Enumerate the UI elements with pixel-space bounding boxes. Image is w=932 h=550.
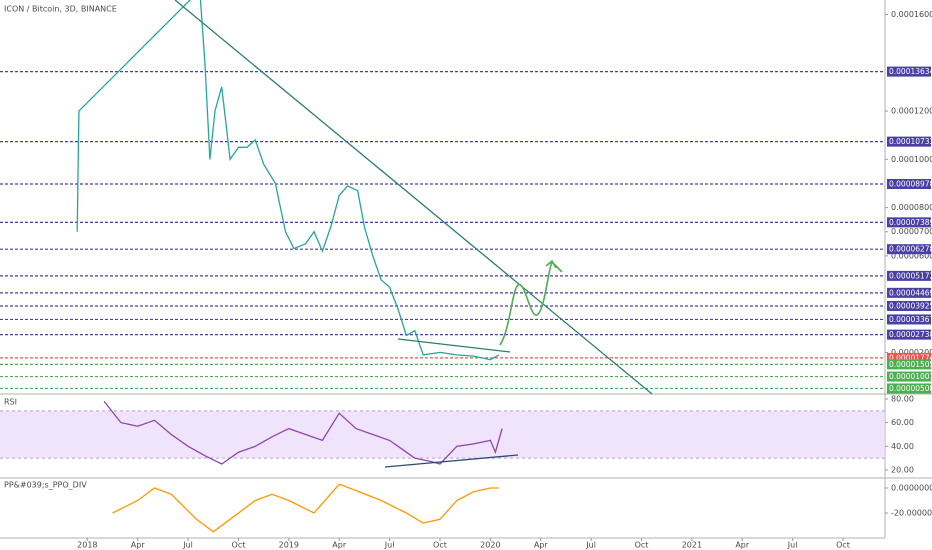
level-tag [887, 136, 931, 147]
level-label: 0.00013634 [889, 67, 932, 76]
x-tick-label: 2018 [77, 541, 97, 550]
y-tick-label: 0.00000000 [891, 484, 932, 493]
trend-line [174, 0, 653, 395]
level-label: 0.00006278 [889, 245, 932, 254]
x-tick-label: Oct [232, 541, 246, 550]
level-tag [887, 352, 931, 363]
level-label: 0.00007389 [889, 218, 932, 227]
x-tick-label: 2020 [480, 541, 500, 550]
level-label: 0.00002738 [889, 330, 932, 339]
x-tick-label: Oct [635, 541, 649, 550]
x-tick-label: 2019 [279, 541, 299, 550]
level-tag [887, 270, 931, 281]
level-tag [887, 66, 931, 77]
chart-title: ICON / Bitcoin, 3D, BINANCE [4, 5, 117, 14]
rsi-band [0, 410, 885, 459]
level-tag [887, 217, 931, 228]
y-tick-label: 20.00 [891, 465, 914, 474]
level-label: 0.00005172 [889, 271, 932, 280]
projection-arrow [499, 259, 563, 346]
level-tag [887, 178, 931, 189]
level-tag [887, 244, 931, 255]
level-label: 0.00001774 [889, 353, 932, 362]
x-tick-label: Jul [787, 541, 798, 550]
y-tick-label: 80.00 [891, 395, 914, 404]
level-label: 0.00001001 [889, 372, 932, 381]
y-tick-label: 60.00 [891, 418, 914, 427]
level-tag [887, 371, 931, 382]
x-tick-label: Oct [836, 541, 850, 550]
x-tick-label: Apr [131, 541, 146, 550]
rsi-divergence-line [384, 454, 519, 468]
x-tick-label: Apr [332, 541, 347, 550]
level-tag [887, 287, 931, 298]
x-tick-label: Jul [182, 541, 193, 550]
y-tick-label: 40.00 [891, 442, 914, 451]
x-tick-label: Apr [534, 541, 549, 550]
level-tag [887, 329, 931, 340]
level-tag [887, 383, 931, 394]
level-label: 0.00008978 [889, 179, 932, 188]
y-tick-label: -20.00000000 [891, 509, 932, 518]
series-line [112, 483, 499, 533]
level-tag [887, 300, 931, 311]
x-tick-label: Jul [585, 541, 596, 550]
x-tick-label: Jul [384, 541, 395, 550]
support-line [397, 338, 511, 353]
level-tag [887, 359, 931, 370]
level-label: 0.00003367 [889, 315, 932, 324]
x-tick-label: Oct [433, 541, 447, 550]
x-tick-label: 2021 [682, 541, 702, 550]
level-label: 0.00000508 [889, 384, 932, 393]
x-tick-label: Apr [735, 541, 750, 550]
series-line [76, 0, 500, 361]
series-line [103, 400, 503, 465]
level-label: 0.00004469 [889, 288, 932, 297]
level-tag [887, 314, 931, 325]
pane-title: RSI [4, 398, 17, 407]
pane-title: PP&#039;s_PPO_DIV [4, 481, 87, 490]
level-label: 0.00001505 [889, 360, 932, 369]
level-label: 0.00003925 [889, 301, 932, 310]
level-label: 0.00010733 [889, 137, 932, 146]
